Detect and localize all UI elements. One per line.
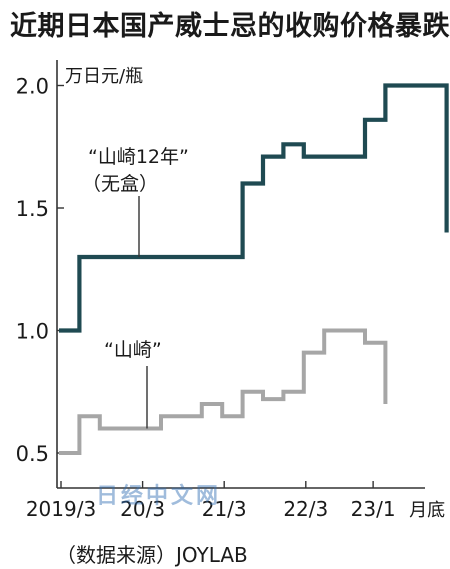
y-tick-label: 2.0 <box>16 75 49 99</box>
series-label-yamazaki-12: “山崎12年” <box>88 146 189 168</box>
series-label-yamazaki: “山崎” <box>104 339 162 361</box>
x-tick-label: 22/3 <box>283 497 328 521</box>
x-tick-label: 2019/3 <box>26 497 96 521</box>
x-tick-label: 21/3 <box>202 497 247 521</box>
x-tick-label: 20/3 <box>120 497 165 521</box>
data-source: （数据来源）JOYLAB <box>56 543 248 567</box>
y-axis-unit: 万日元/瓶 <box>65 66 143 87</box>
series-line-yamazaki-12 <box>59 83 449 333</box>
series-line-yamazaki <box>59 328 388 455</box>
y-tick-label: 1.5 <box>16 197 49 221</box>
watermark-logo: 日经中文网 <box>96 484 222 509</box>
y-tick-label: 0.5 <box>16 442 49 466</box>
y-tick-label: 1.0 <box>16 320 49 344</box>
x-tick-label: 23/1 <box>351 497 396 521</box>
chart-title: 近期日本国产威士忌的收购价格暴跌 <box>10 11 450 42</box>
x-axis-suffix: 月底 <box>409 500 445 521</box>
series-label-yamazaki-12-note: （无盒） <box>82 173 158 195</box>
